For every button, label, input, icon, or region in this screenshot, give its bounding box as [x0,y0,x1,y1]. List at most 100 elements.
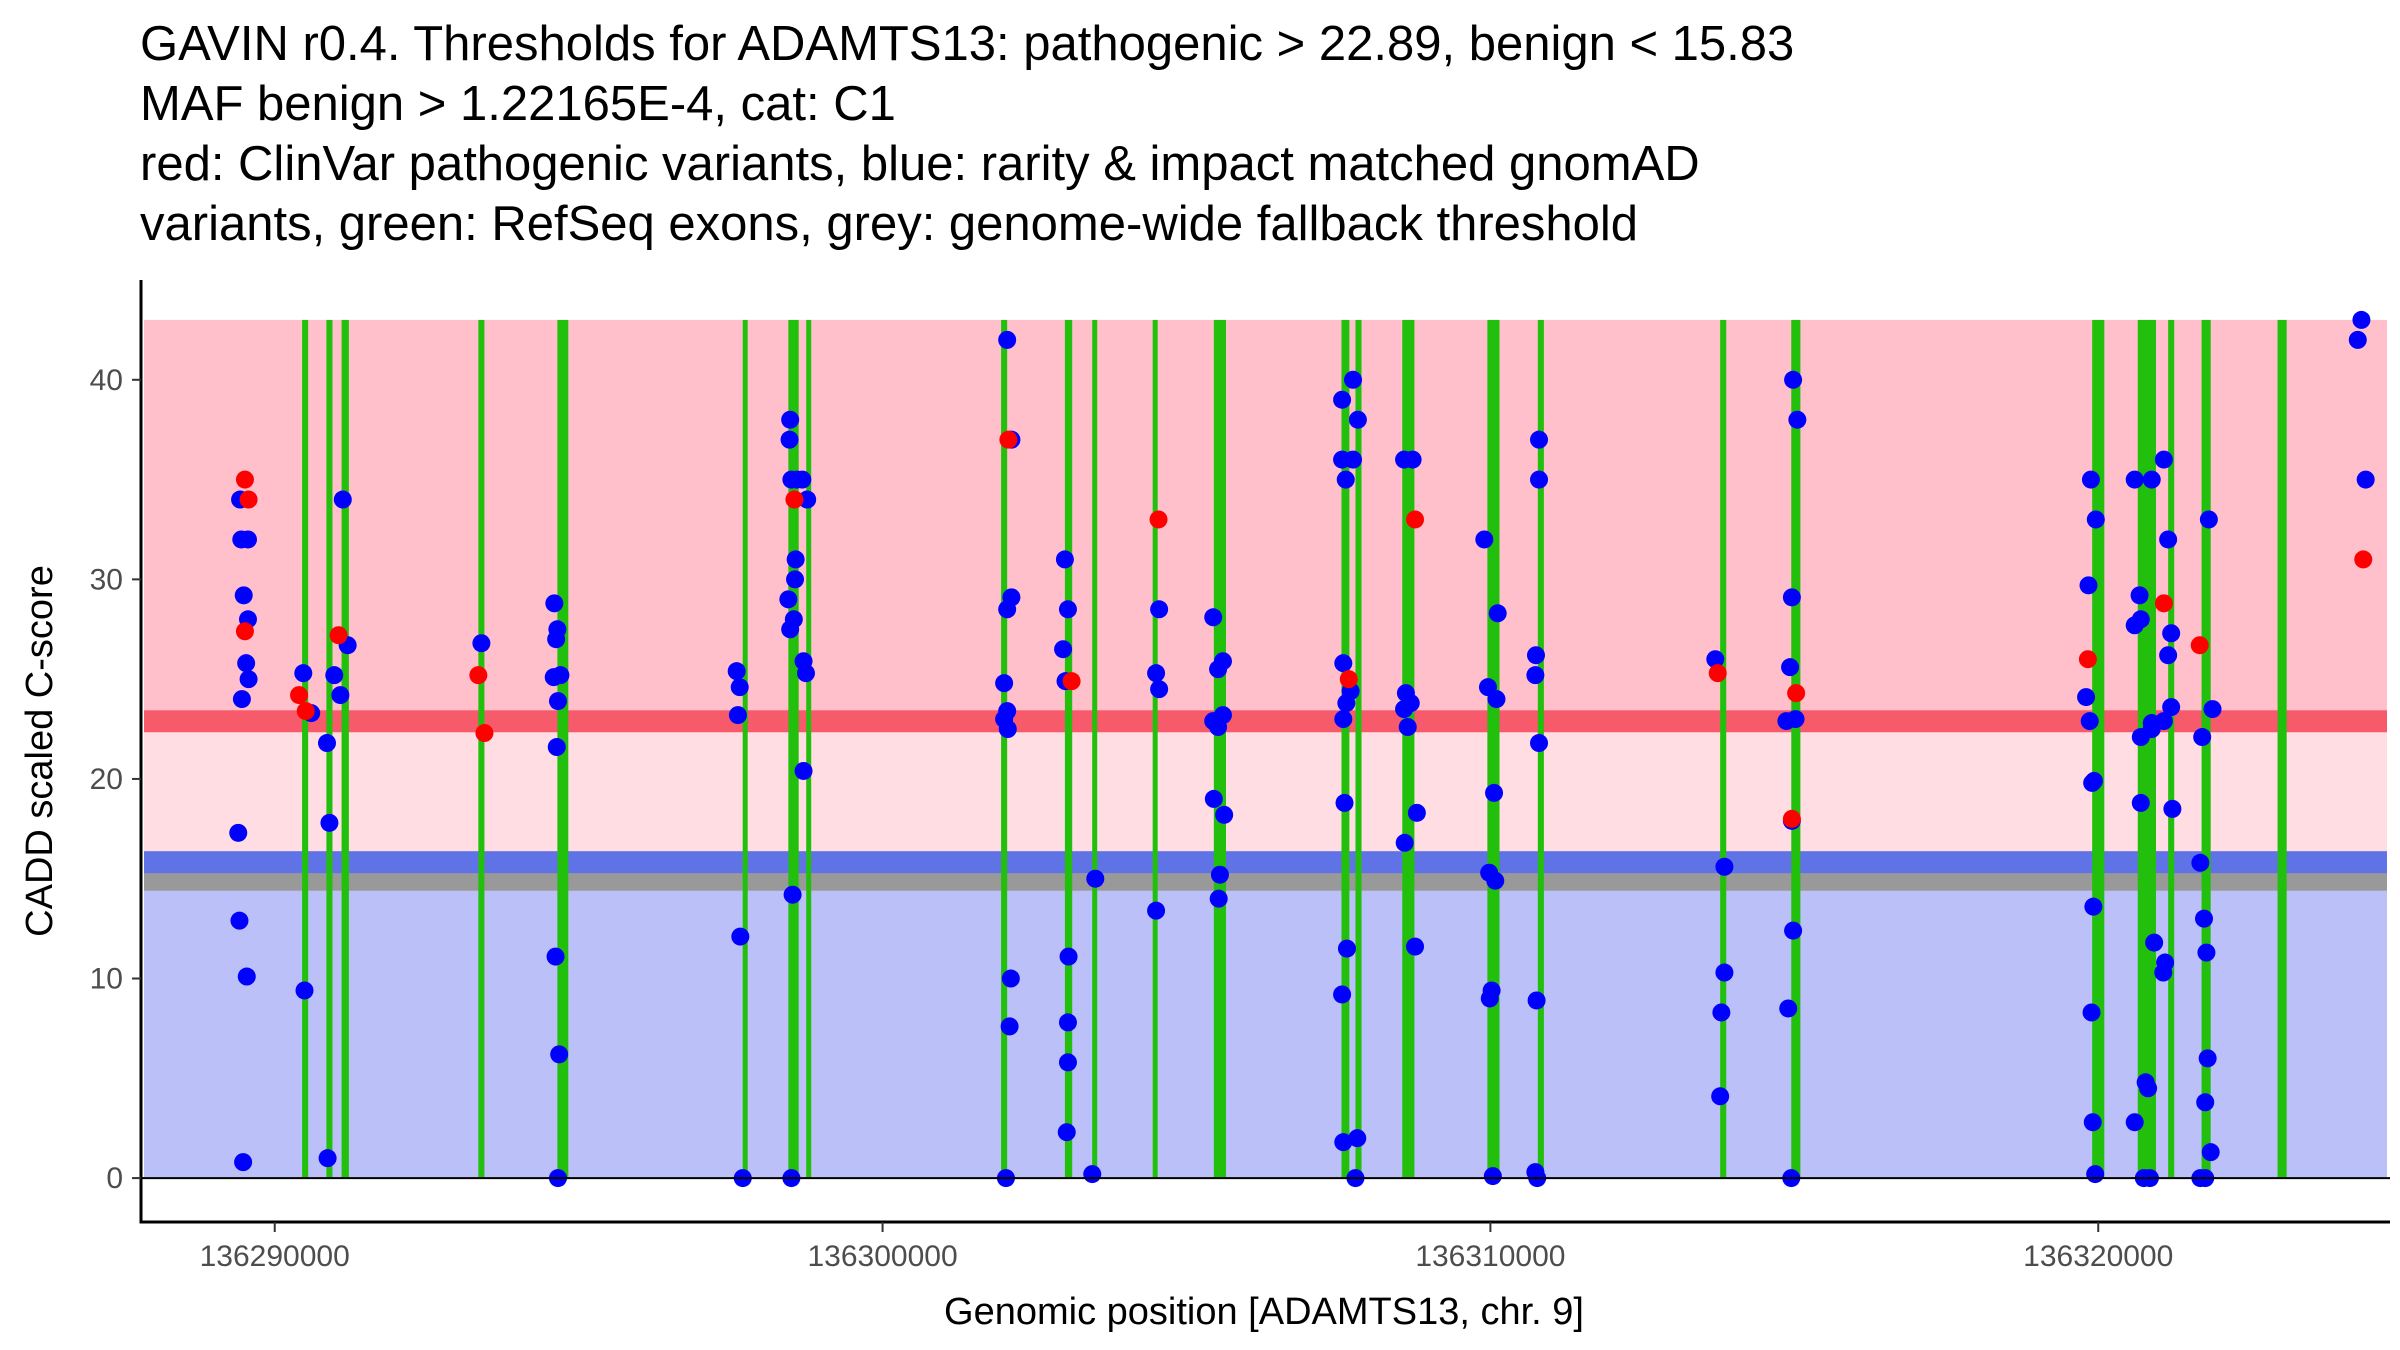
gnomad-point-174 [2154,450,2173,469]
gnomad-point-63 [1001,969,1020,988]
gnomad-point-195 [2348,330,2367,349]
gnomad-point-70 [1059,947,1078,966]
gnomad-point-91 [1344,370,1363,389]
gnomad-point-11 [237,967,256,986]
clinvar-point-3 [235,622,254,641]
exon-13 [1213,319,1226,1179]
gnomad-point-139 [1788,410,1807,429]
gnomad-point-90 [1333,390,1352,409]
gnomad-point-111 [1398,718,1417,737]
gnomad-point-141 [1781,658,1800,677]
gnomad-point-101 [1337,939,1356,958]
gnomad-point-54 [787,470,806,489]
gnomad-point-130 [1527,991,1546,1010]
clinvar-point-15 [1708,664,1727,683]
gnomad-point-115 [1475,530,1494,549]
gnomad-point-44 [779,590,798,609]
gnomad-point-12 [234,1153,253,1172]
clinvar-point-17 [1787,684,1806,703]
gnomad-point-49 [796,664,815,683]
exon-12 [1152,319,1158,1179]
gnomad-point-6 [237,654,256,673]
gnomad-point-190 [2196,1093,2215,1112]
gnomad-point-145 [1784,921,1803,940]
gnomad-point-14 [295,981,314,1000]
gnomad-point-99 [1334,710,1353,729]
gnomad-point-9 [229,823,248,842]
title-line-2: MAF benign > 1.22165E-4, cat: C1 [140,77,896,131]
gnomad-point-19 [325,666,344,685]
gnomad-point-28 [551,666,570,685]
gnomad-point-158 [2086,1165,2105,1184]
gnomad-point-100 [1335,793,1354,812]
gnomad-point-95 [1336,470,1355,489]
gnomad-point-125 [1530,430,1549,449]
gnomad-point-77 [1147,664,1166,683]
gnomad-point-184 [2203,700,2222,719]
gnomad-point-154 [2083,773,2102,792]
x-tick-label-2: 136300000 [807,1240,957,1273]
gnomad-point-78 [1150,680,1169,699]
gnomad-point-114 [1406,937,1425,956]
y-axis-title: CADD scaled C-score [19,565,61,937]
gnomad-point-59 [995,674,1014,693]
gnomad-point-87 [1215,805,1234,824]
exon-17 [1487,319,1500,1179]
gnomad-point-194 [2352,310,2371,329]
gnomad-point-32 [550,1045,569,1064]
gnomad-point-93 [1344,450,1363,469]
gnomad-point-86 [1204,789,1223,808]
gnomad-point-85 [1209,718,1228,737]
exon-24 [2201,319,2211,1179]
pathogenic-threshold-line [144,710,2387,733]
exon-11 [1092,319,1098,1179]
gnomad-point-171 [2139,1079,2158,1098]
gnomad-point-175 [2159,530,2178,549]
gnomad-point-55 [998,330,1017,349]
y-tick-label-0: 0 [106,1162,123,1195]
gnomad-point-168 [2145,933,2164,952]
gnomad-point-133 [1706,650,1725,669]
gnomad-point-157 [2083,1113,2102,1132]
gnomad-point-167 [2131,793,2150,812]
exon-16 [1402,319,1415,1179]
gnomad-point-196 [2356,470,2375,489]
gnomad-point-40 [780,430,799,449]
clinvar-point-4 [290,686,309,705]
clinvar-point-14 [1406,510,1425,529]
exon-7 [788,319,799,1179]
clinvar-point-19 [2154,594,2173,613]
gnomad-point-29 [548,692,567,711]
gnomad-point-20 [333,490,352,509]
gnomad-point-47 [781,620,800,639]
exon-3 [341,319,349,1179]
gnomad-point-188 [2197,943,2216,962]
gnomad-point-186 [2191,853,2210,872]
gnomad-point-159 [2125,470,2144,489]
gnomad-point-62 [998,720,1017,739]
points-layer [229,310,2375,1188]
gnomad-point-21 [331,686,350,705]
gnomad-point-103 [1334,1133,1353,1152]
gnomad-point-128 [1526,666,1545,685]
clinvar-point-11 [1062,672,1081,691]
gnomad-point-182 [2154,963,2173,982]
gnomad-point-45 [786,570,805,589]
chart-title: GAVIN r0.4. Thresholds for ADAMTS13: pat… [140,14,2380,254]
gnomad-point-104 [1348,1129,1367,1148]
gnomad-point-35 [730,678,749,697]
gnomad-point-3 [238,530,257,549]
gnomad-point-152 [2080,712,2099,731]
gnomad-point-73 [1057,1123,1076,1142]
gnomad-point-26 [547,630,566,649]
gnomad-point-43 [786,550,805,569]
gnomad-point-140 [1782,588,1801,607]
gnomad-point-98 [1337,694,1356,713]
threshold-bands [144,319,2387,1179]
title-line-4: variants, green: RefSeq exons, grey: gen… [140,197,1639,251]
gnomad-point-155 [2084,897,2103,916]
gnomad-point-39 [781,410,800,429]
gnomad-point-71 [1058,1013,1077,1032]
exon-8 [806,319,812,1179]
gnomad-point-110 [1395,700,1414,719]
